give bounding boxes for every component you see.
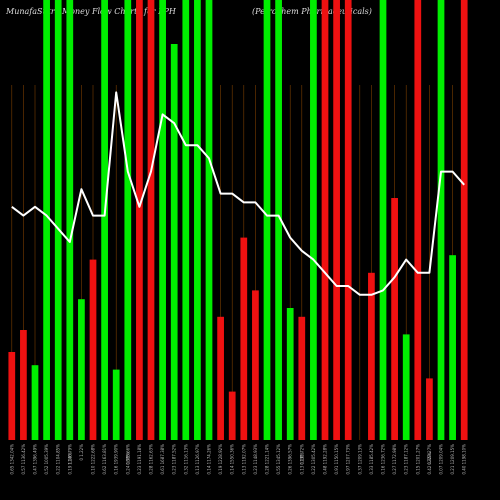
x-tick-label: 0.23 1191.18% — [137, 444, 142, 475]
money-flow-bar — [263, 0, 271, 440]
x-tick-label: 0.22 1305.42% — [311, 444, 316, 475]
money-flow-bar — [205, 0, 213, 440]
x-tick-label: 0.28 1162.63% — [149, 444, 154, 475]
x-tick-labels: 0.65 1342.04% 0.57 1136.42% 0.47 1396.49% 0… — [9, 444, 466, 475]
money-flow-bar — [170, 44, 178, 440]
x-tick-label: 0.21 1209.15% — [450, 444, 455, 475]
annotation-label: 0.28% — [299, 452, 304, 465]
chart-title: MunafaSutra Money Flow Charts for PPH — [5, 7, 177, 16]
x-tick-label: 0.40 1198.10% — [462, 444, 467, 475]
x-tick-label: 0.16 1236.72% — [381, 444, 386, 475]
x-tick-label: 0.14 1550.36% — [230, 444, 235, 475]
money-flow-bar — [112, 369, 120, 440]
x-tick-label: 0.33 1185.42% — [369, 444, 374, 475]
x-tick-label: 0.14 1174.26% — [207, 444, 212, 475]
money-flow-bar — [194, 0, 201, 440]
money-flow-bar — [147, 0, 155, 440]
money-flow-bar — [310, 0, 317, 440]
money-flow-bar — [449, 255, 456, 440]
money-flow-bar — [217, 316, 224, 440]
money-flow-bar — [66, 0, 74, 440]
x-tick-label: 0.23 1148.93% — [253, 444, 258, 475]
x-tick-label: 0.28 1221.14% — [265, 444, 270, 475]
money-flow-bar — [228, 391, 236, 440]
money-flow-bar — [124, 0, 132, 440]
price-line-layer — [11, 91, 465, 296]
x-tick-label: 0.57 1136.42% — [21, 444, 26, 475]
money-flow-bar — [391, 198, 398, 440]
money-flow-bar — [54, 0, 62, 440]
money-flow-bar — [89, 259, 97, 440]
x-tick-label: 0.15 1201.27% — [415, 444, 420, 475]
x-tick-label: 0.07 1209.04% — [439, 444, 444, 475]
money-flow-bar — [159, 0, 166, 440]
x-tick-label: 0.27 1172.98% — [392, 444, 397, 475]
x-tick-label: 0 1.22% — [79, 444, 84, 461]
money-flow-bar — [275, 0, 282, 440]
x-tick-label: 0.37 1209.13% — [357, 444, 362, 475]
x-tick-label: 0.62 1163.81% — [102, 444, 107, 475]
x-tick-label: 0.65 1342.04% — [9, 444, 14, 475]
money-flow-bar — [252, 290, 259, 440]
x-tick-label: 0.97 1207.73% — [346, 444, 351, 475]
money-flow-bar — [426, 378, 433, 440]
money-flow-bar — [414, 0, 422, 440]
x-tick-label: 0.42 1223.27% — [427, 444, 432, 475]
x-tick-label: 0.24 1005.66% — [125, 444, 130, 475]
x-tick-label: 0.23 1187.52% — [172, 444, 177, 475]
money-flow-bar — [333, 0, 340, 440]
x-tick-label: 0.48 1192.28% — [323, 444, 328, 475]
x-tick-label: 0.16 1939.90% — [114, 444, 119, 475]
money-flow-bar — [78, 299, 85, 440]
money-flow-bar — [182, 0, 190, 440]
bar-series — [8, 0, 468, 440]
annotation-label: 0.35% — [427, 452, 432, 465]
money-flow-bar — [43, 0, 50, 440]
money-flow-bar — [368, 272, 375, 440]
x-tick-label: 0.52 1005.39% — [44, 444, 49, 475]
money-flow-bar — [344, 0, 352, 440]
x-tick-label: 0.13 1126.97% — [195, 444, 200, 475]
x-tick-label: 0.13 1192.07% — [241, 444, 246, 475]
annotations: 1.25% 0.95% 0.28% 0.35% — [67, 452, 432, 465]
annotation-label: 0.95% — [125, 452, 130, 465]
money-flow-bar — [379, 0, 387, 440]
money-flow-bar — [437, 0, 445, 440]
money-flow-bar — [240, 237, 248, 440]
x-tick-label: 0.19 1140.79% — [67, 444, 72, 475]
money-flow-bar — [298, 316, 306, 440]
price-line — [11, 91, 465, 296]
x-tick-label: 0.55 1345.12% — [276, 444, 281, 475]
money-flow-bar — [20, 330, 27, 440]
money-flow-bar — [101, 0, 108, 440]
money-flow-bar — [286, 308, 294, 440]
x-tick-label: 0.10 1222.68% — [91, 444, 96, 475]
x-tick-label: 0.19 1228.92% — [218, 444, 223, 475]
x-tick-label: 0.91 1150.15% — [334, 444, 339, 475]
money-flow-bar — [31, 365, 39, 440]
x-tick-label: 0.26 1396.57% — [288, 444, 293, 475]
money-flow-bar — [136, 0, 143, 440]
money-flow-bar — [402, 334, 410, 440]
x-tick-label: 0.13 1131.72% — [299, 444, 304, 475]
x-tick-label: 0.32 1116.13% — [183, 444, 188, 475]
x-tick-label: 0.22 1104.85% — [56, 444, 61, 475]
x-tick-label: 0.23 1187.12% — [404, 444, 409, 475]
money-flow-bar — [460, 0, 468, 440]
money-flow-bar — [321, 0, 329, 440]
annotation-label: 1.25% — [67, 452, 72, 465]
x-tick-label: 0.61 1687.38% — [160, 444, 165, 475]
x-tick-label: 0.47 1396.49% — [33, 444, 38, 475]
money-flow-bar — [8, 352, 16, 440]
